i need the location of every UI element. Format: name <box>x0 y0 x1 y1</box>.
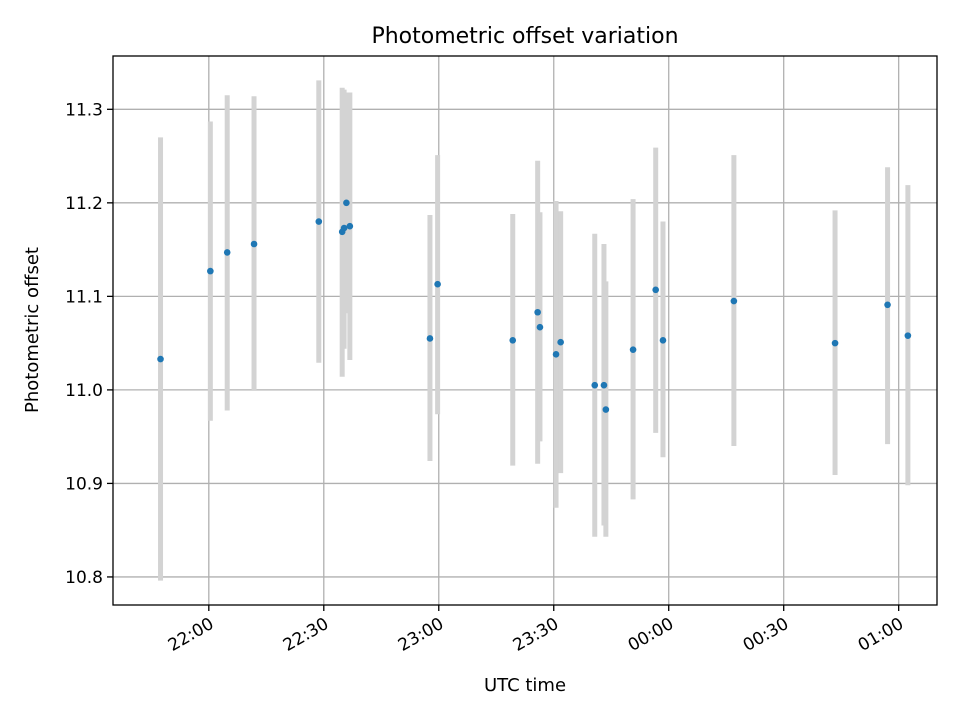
data-point <box>340 224 348 232</box>
data-point <box>591 381 599 389</box>
data-point <box>434 280 441 288</box>
y-tick-label: 11.1 <box>65 287 103 307</box>
data-point <box>602 406 610 413</box>
data-point <box>831 339 839 347</box>
y-tick-label: 10.9 <box>65 474 103 494</box>
data-point <box>250 240 258 248</box>
data-point <box>629 346 637 353</box>
data-point <box>343 199 350 207</box>
data-point <box>509 337 517 344</box>
chart-title: Photometric offset variation <box>371 24 678 49</box>
data-point <box>207 267 214 275</box>
y-axis-ticks: 10.8 10.9 11.0 11.1 11.2 11.3 <box>65 100 113 588</box>
y-tick-label: 11.2 <box>65 194 103 214</box>
y-tick-label: 11.0 <box>65 381 103 401</box>
data-point <box>600 381 608 389</box>
data-point <box>315 218 323 225</box>
x-axis-label: UTC time <box>484 675 566 696</box>
data-point <box>557 338 564 346</box>
data-point <box>552 351 560 358</box>
y-tick-label: 11.3 <box>65 100 103 120</box>
data-point <box>730 297 738 305</box>
data-point <box>884 301 891 309</box>
data-point <box>659 337 667 344</box>
y-tick-label: 10.8 <box>65 568 103 588</box>
data-point <box>536 323 544 331</box>
data-point <box>534 308 541 316</box>
y-axis-label: Photometric offset <box>22 247 43 413</box>
data-point <box>652 286 659 294</box>
data-point <box>346 222 354 230</box>
data-points <box>157 199 912 413</box>
data-point <box>223 249 231 256</box>
grid <box>113 56 937 605</box>
data-point <box>426 335 434 342</box>
data-point <box>904 332 912 339</box>
data-point <box>157 355 164 363</box>
plot-frame <box>112 55 938 606</box>
